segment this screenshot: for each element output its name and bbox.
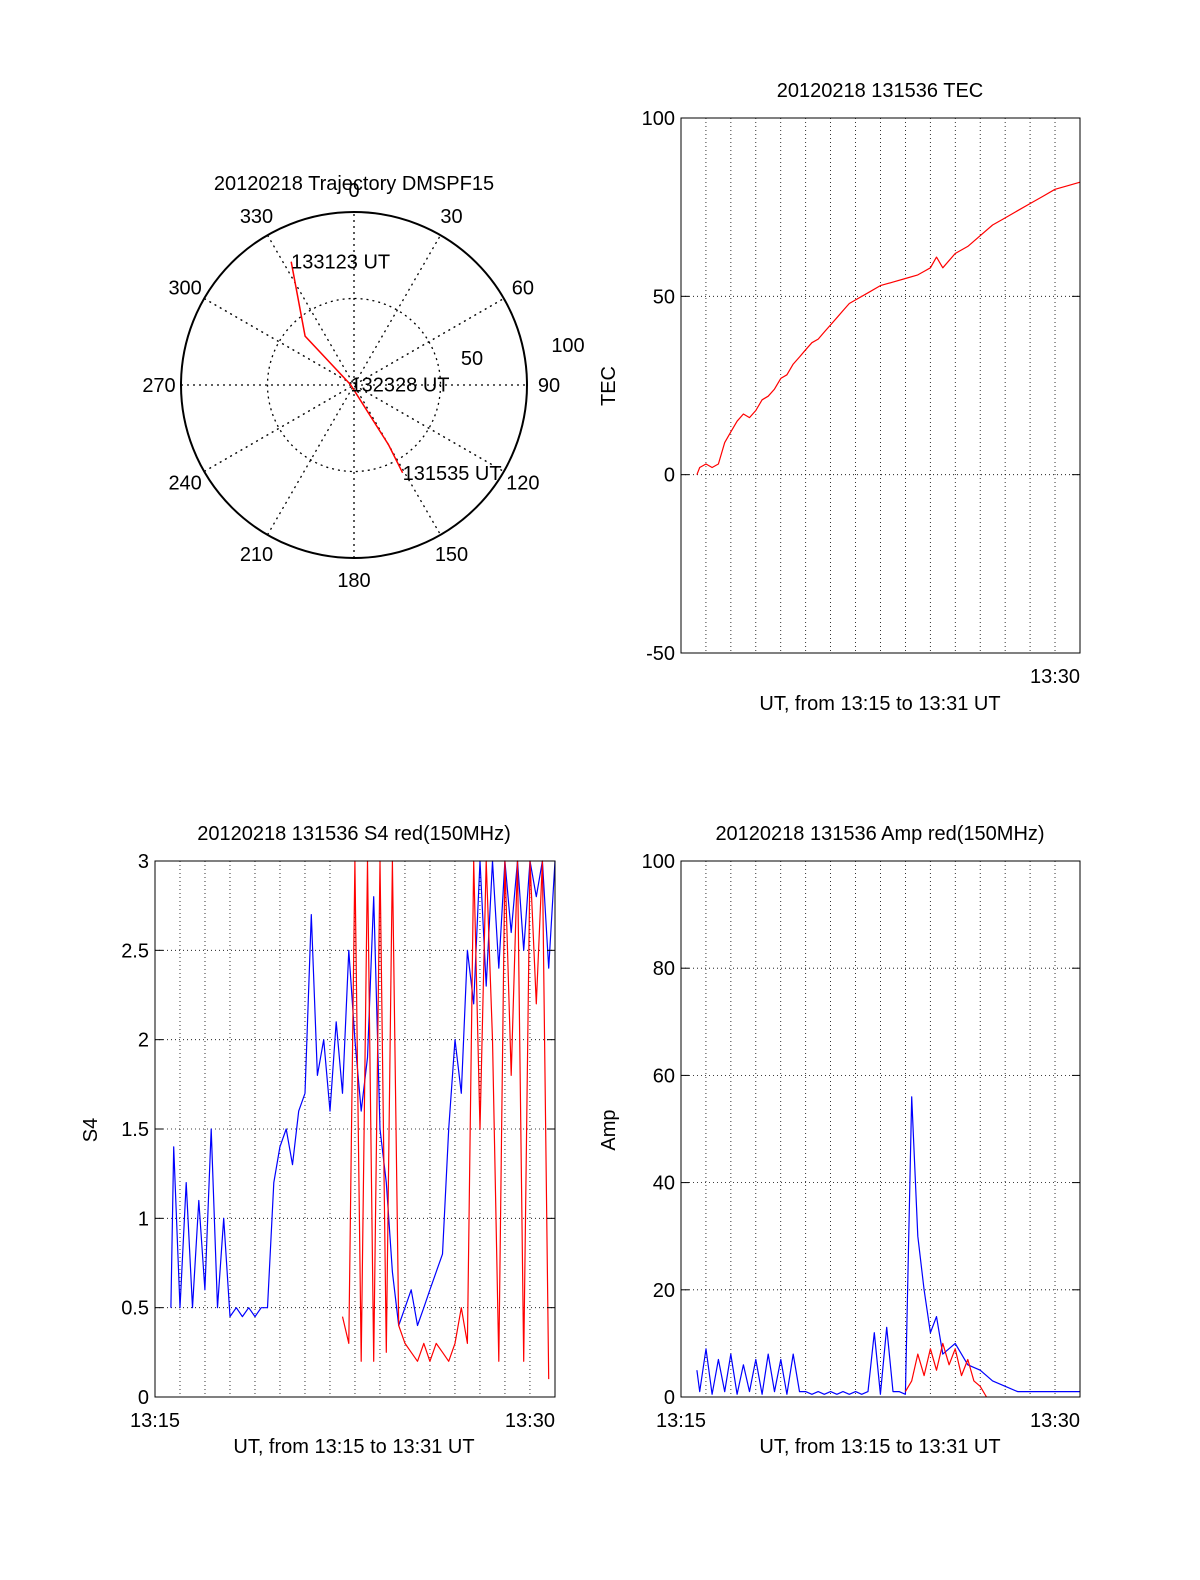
y-tick-label: 0 xyxy=(664,465,675,487)
x-tick-label: 13:30 xyxy=(1030,666,1080,688)
tec-x-axis-label: UT, from 13:15 to 13:31 UT xyxy=(759,693,1000,715)
blue-series-line xyxy=(696,1096,1080,1395)
amp-series xyxy=(696,1096,1080,1398)
y-tick-label: -50 xyxy=(646,643,675,665)
polar-angle-label: 120 xyxy=(506,473,539,495)
tec-x-ticks: 13:30 xyxy=(1030,666,1080,688)
amp-grid xyxy=(681,861,1081,1397)
polar-angle-label: 30 xyxy=(440,206,462,228)
polar-radius-label-50: 50 xyxy=(461,348,483,370)
y-tick-label: 40 xyxy=(653,1173,675,1195)
red-series-line xyxy=(696,181,1081,475)
trajectory-time-annotation: 132328 UT xyxy=(351,375,450,397)
polar-grid-spoke xyxy=(203,297,505,473)
amp-title: 20120218 131536 Amp red(150MHz) xyxy=(715,823,1044,845)
tec-title: 20120218 131536 TEC xyxy=(777,80,983,102)
s4-series xyxy=(170,860,556,1380)
tec-y-axis-label: TEC xyxy=(598,366,620,406)
trajectory-polar-chart: 20120218 Trajectory DMSPF15 0 30 60 90 120 15… xyxy=(142,173,584,592)
trajectory-title: 20120218 Trajectory DMSPF15 xyxy=(214,173,494,195)
blue-series-line xyxy=(170,860,556,1327)
polar-angle-label: 210 xyxy=(240,544,273,566)
s4-x-axis-label: UT, from 13:15 to 13:31 UT xyxy=(233,1436,474,1458)
polar-angle-label: 90 xyxy=(538,375,560,397)
polar-angle-label: 60 xyxy=(512,278,534,300)
red-series-line xyxy=(904,1342,988,1398)
polar-angle-label: 0 xyxy=(348,180,359,202)
tec-chart: 20120218 131536 TEC 100 50 0 -50 13:30 UT, … xyxy=(598,80,1081,715)
y-tick-label: 100 xyxy=(642,851,675,873)
s4-y-ticks: 3 2.5 2 1.5 1 0.5 0 xyxy=(121,851,555,1409)
x-tick-label: 13:15 xyxy=(656,1410,706,1432)
polar-angle-label: 180 xyxy=(337,570,370,592)
polar-series xyxy=(290,261,404,474)
y-tick-label: 1 xyxy=(138,1208,149,1230)
polar-grid-spoke xyxy=(203,297,505,473)
y-tick-label: 20 xyxy=(653,1280,675,1302)
s4-title: 20120218 131536 S4 red(150MHz) xyxy=(197,823,511,845)
x-tick-label: 13:30 xyxy=(505,1410,555,1432)
trajectory-time-annotation: 133123 UT xyxy=(291,252,390,274)
polar-angle-label: 330 xyxy=(240,206,273,228)
tec-plot-frame xyxy=(680,117,1081,654)
amp-plot-frame xyxy=(680,860,1081,1398)
y-tick-label: 50 xyxy=(653,286,675,308)
y-tick-label: 80 xyxy=(653,958,675,980)
polar-outer-ring xyxy=(180,211,528,559)
amp-y-ticks: 100 80 60 40 20 0 xyxy=(642,851,1080,1409)
amp-chart: 20120218 131536 Amp red(150MHz) 100 80 60 4… xyxy=(598,823,1081,1458)
y-tick-label: 60 xyxy=(653,1065,675,1087)
y-tick-label: 2 xyxy=(138,1030,149,1052)
polar-angle-label: 150 xyxy=(435,544,468,566)
trajectory-line xyxy=(290,261,404,474)
y-tick-label: 1.5 xyxy=(121,1119,149,1141)
y-tick-label: 0.5 xyxy=(121,1298,149,1320)
y-tick-label: 2.5 xyxy=(121,940,149,962)
y-tick-label: 3 xyxy=(138,851,149,873)
x-tick-label: 13:30 xyxy=(1030,1410,1080,1432)
polar-annotations: 133123 UT 132328 UT 131535 UT xyxy=(291,252,501,485)
polar-angle-label: 240 xyxy=(168,473,201,495)
polar-grid-spoke xyxy=(266,234,442,536)
tec-y-ticks: 100 50 0 -50 xyxy=(642,108,1080,665)
polar-radius-label-100: 100 xyxy=(551,335,584,357)
tec-series xyxy=(696,181,1081,475)
s4-chart: 20120218 131536 S4 red(150MHz) 3 2.5 2 1.5 1… xyxy=(80,823,556,1458)
amp-y-axis-label: Amp xyxy=(598,1109,620,1150)
s4-grid xyxy=(155,861,556,1397)
polar-angle-label: 270 xyxy=(142,375,175,397)
red-series-line xyxy=(341,860,550,1380)
polar-grid xyxy=(181,212,527,558)
amp-x-ticks: 13:15 13:30 xyxy=(656,1410,1080,1432)
polar-angle-labels: 0 30 60 90 120 150 180 210 240 270 300 330 xyxy=(142,180,560,592)
s4-x-ticks: 13:15 13:30 xyxy=(130,1410,555,1432)
trajectory-time-annotation: 131535 UT xyxy=(403,463,502,485)
amp-x-axis-label: UT, from 13:15 to 13:31 UT xyxy=(759,1436,1000,1458)
y-tick-label: 0 xyxy=(664,1387,675,1409)
s4-y-axis-label: S4 xyxy=(80,1118,102,1142)
polar-grid-spoke xyxy=(266,234,442,536)
y-tick-label: 0 xyxy=(138,1387,149,1409)
polar-angle-label: 300 xyxy=(168,278,201,300)
tec-grid xyxy=(681,118,1081,653)
x-tick-label: 13:15 xyxy=(130,1410,180,1432)
y-tick-label: 100 xyxy=(642,108,675,130)
